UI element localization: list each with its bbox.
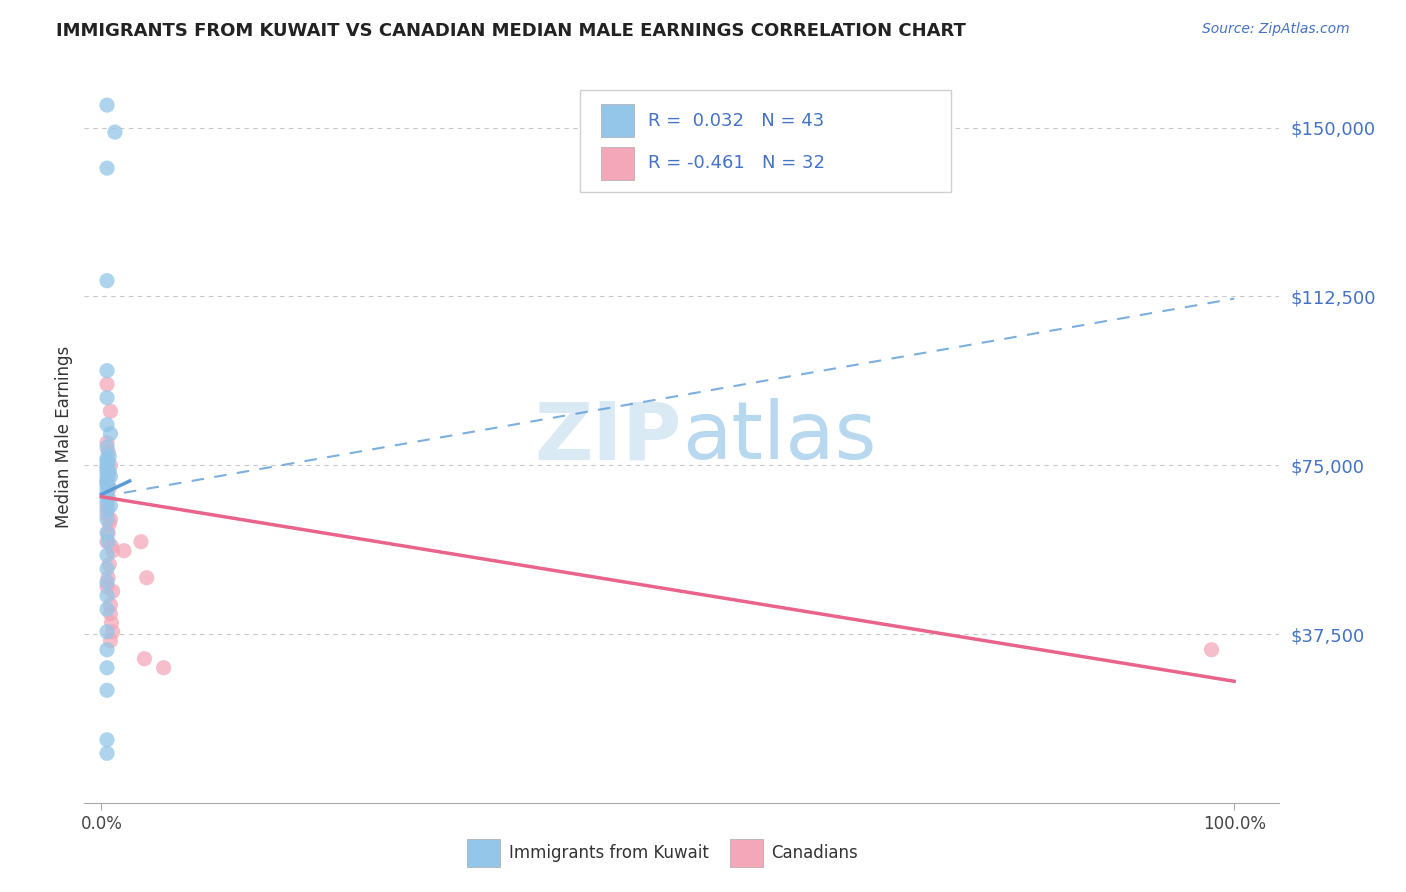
Point: [96, 440, 118, 454]
Point: [97, 444, 120, 458]
Point: [96, 534, 118, 549]
Point: [112, 543, 135, 558]
Point: [135, 571, 157, 585]
Point: [101, 584, 124, 599]
Point: [96, 476, 118, 491]
Point: [97, 478, 120, 492]
FancyBboxPatch shape: [600, 104, 634, 137]
Point: [96, 476, 118, 491]
Point: [96, 161, 118, 175]
Point: [96, 274, 118, 288]
Point: [101, 543, 124, 558]
Point: [96, 485, 118, 500]
Text: atlas: atlas: [682, 398, 876, 476]
Point: [96, 460, 118, 475]
Point: [100, 499, 122, 513]
Point: [1201, 642, 1223, 657]
Point: [100, 633, 122, 648]
Point: [96, 512, 118, 526]
Point: [96, 562, 118, 576]
Point: [100, 539, 122, 553]
Point: [97, 456, 120, 470]
FancyBboxPatch shape: [730, 839, 763, 867]
Point: [100, 615, 122, 630]
Point: [100, 598, 122, 612]
Text: ZIP: ZIP: [534, 398, 682, 476]
Point: [96, 490, 118, 504]
FancyBboxPatch shape: [600, 146, 634, 179]
Point: [96, 602, 118, 616]
Point: [96, 453, 118, 467]
Point: [98, 465, 121, 479]
Point: [97, 467, 120, 482]
Point: [96, 474, 118, 488]
Point: [96, 451, 118, 466]
Point: [134, 652, 156, 666]
Point: [96, 525, 118, 540]
Point: [98, 516, 121, 531]
Y-axis label: Median Male Earnings: Median Male Earnings: [55, 346, 73, 528]
FancyBboxPatch shape: [581, 90, 950, 192]
Text: IMMIGRANTS FROM KUWAIT VS CANADIAN MEDIAN MALE EARNINGS CORRELATION CHART: IMMIGRANTS FROM KUWAIT VS CANADIAN MEDIA…: [56, 22, 966, 40]
Point: [96, 472, 118, 486]
Point: [100, 458, 122, 473]
Point: [100, 404, 122, 418]
Text: R =  0.032   N = 43: R = 0.032 N = 43: [648, 112, 825, 129]
Point: [98, 449, 121, 463]
Point: [96, 548, 118, 562]
Point: [96, 481, 118, 495]
Point: [96, 499, 118, 513]
Point: [101, 624, 124, 639]
Point: [104, 125, 127, 139]
Point: [96, 732, 118, 747]
Point: [100, 426, 122, 441]
Point: [96, 98, 118, 112]
Point: [96, 589, 118, 603]
Point: [152, 661, 174, 675]
Point: [100, 512, 122, 526]
Point: [96, 463, 118, 477]
Point: [96, 624, 118, 639]
Point: [97, 571, 120, 585]
Point: [97, 490, 120, 504]
Point: [96, 580, 118, 594]
FancyBboxPatch shape: [467, 839, 501, 867]
Point: [96, 683, 118, 698]
Point: [96, 417, 118, 432]
Point: [96, 661, 118, 675]
Point: [96, 642, 118, 657]
Point: [100, 469, 122, 483]
Point: [96, 575, 118, 590]
Point: [96, 467, 118, 482]
Point: [96, 458, 118, 473]
Point: [129, 534, 152, 549]
Point: [96, 377, 118, 392]
Point: [96, 503, 118, 517]
Point: [96, 508, 118, 522]
Point: [100, 607, 122, 621]
Point: [96, 494, 118, 508]
Point: [96, 391, 118, 405]
Text: Immigrants from Kuwait: Immigrants from Kuwait: [509, 844, 709, 863]
Point: [96, 746, 118, 760]
Point: [96, 435, 118, 450]
Point: [98, 558, 121, 572]
Point: [97, 525, 120, 540]
Text: R = -0.461   N = 32: R = -0.461 N = 32: [648, 154, 825, 172]
Point: [96, 364, 118, 378]
Point: [98, 481, 121, 495]
Text: Canadians: Canadians: [772, 844, 858, 863]
Point: [97, 534, 120, 549]
Text: Source: ZipAtlas.com: Source: ZipAtlas.com: [1202, 22, 1350, 37]
